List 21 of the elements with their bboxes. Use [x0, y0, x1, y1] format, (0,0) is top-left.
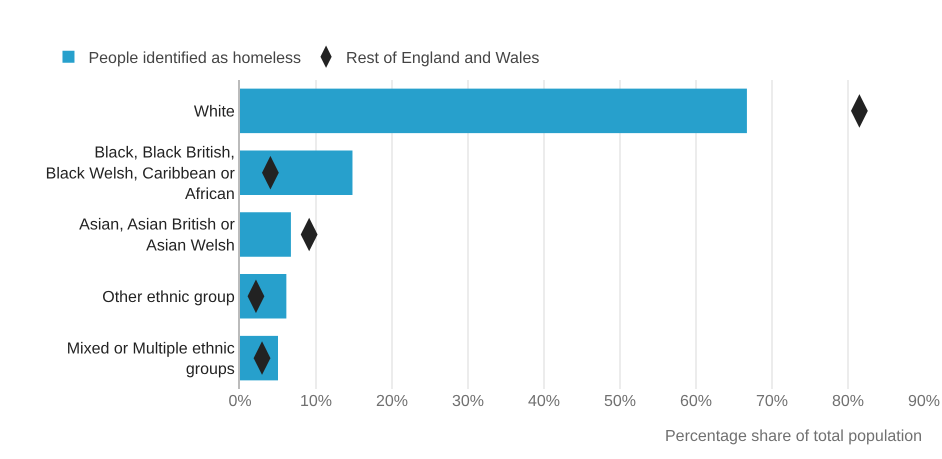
bar	[240, 150, 352, 195]
y-tick-label: Asian, Asian British or Asian Welsh	[79, 216, 236, 254]
x-tick-label: 10%	[300, 393, 332, 410]
y-tick-label: Other ethnic group	[102, 288, 235, 306]
x-tick-label: 0%	[228, 393, 252, 410]
x-tick-label: 20%	[376, 393, 408, 410]
x-tick-label: 30%	[452, 393, 484, 410]
bar	[240, 212, 291, 257]
x-tick-label: 40%	[528, 393, 560, 410]
y-tick-label: Mixed or Multiple ethnic groups	[66, 340, 235, 378]
x-tick-label: 90%	[908, 393, 940, 410]
bar	[240, 88, 747, 134]
x-tick-label: 70%	[756, 393, 788, 410]
x-tick-label: 50%	[604, 393, 636, 410]
x-axis-title: Percentage share of total population	[665, 428, 922, 445]
legend-label: People identified as homeless	[88, 50, 302, 67]
y-tick-label: Black, Black British, Black Welsh, Caribbean or African	[46, 144, 236, 204]
y-tick-label: White	[194, 104, 235, 120]
legend-label: Rest of England and Wales	[346, 50, 540, 67]
x-tick-label: 80%	[832, 393, 864, 410]
x-tick-label: 60%	[680, 393, 712, 410]
